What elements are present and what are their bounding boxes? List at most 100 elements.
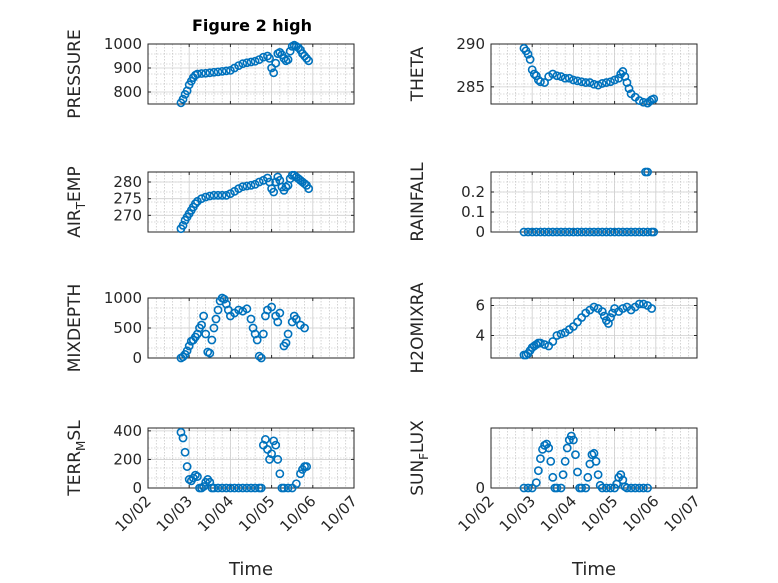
data-point <box>246 483 256 493</box>
data-point <box>234 483 244 493</box>
data-point <box>569 435 578 445</box>
y-tick-label: 900 <box>113 59 142 77</box>
data-point <box>548 337 558 346</box>
data-point <box>269 68 279 78</box>
y-tick-label: 285 <box>456 78 485 96</box>
data-point <box>548 472 558 482</box>
data-point <box>242 304 252 314</box>
data-point <box>199 311 209 321</box>
x-axis-label: Time <box>228 559 273 580</box>
data-point <box>265 455 274 464</box>
data-point <box>242 181 252 191</box>
data-point <box>548 227 558 237</box>
data-point <box>597 79 607 88</box>
y-tick-label: 0.2 <box>461 183 485 201</box>
data-point <box>556 227 566 237</box>
data-point <box>577 227 587 237</box>
data-point <box>258 329 268 339</box>
data-point <box>536 454 545 464</box>
data-point <box>544 227 554 237</box>
data-point <box>242 58 252 68</box>
data-point <box>552 227 562 237</box>
data-point <box>589 302 599 312</box>
x-tick-label: 10/07 <box>661 492 704 535</box>
y-axis-label: RAINFALL <box>408 162 428 242</box>
data-point <box>616 470 626 480</box>
data-point <box>626 227 636 237</box>
data-point <box>643 227 652 237</box>
series-markers <box>519 431 652 493</box>
data-point <box>300 323 309 333</box>
data-point <box>225 483 235 493</box>
data-point <box>302 54 312 63</box>
y-tick-label: 800 <box>113 83 142 101</box>
data-point <box>213 190 223 200</box>
data-point <box>573 467 582 477</box>
data-point <box>536 77 545 87</box>
data-point <box>271 177 281 187</box>
series-markers <box>519 43 659 108</box>
data-point <box>279 54 289 63</box>
y-tick-label: 275 <box>113 190 142 208</box>
data-point <box>213 67 223 77</box>
data-point <box>197 320 206 330</box>
data-point <box>589 448 599 458</box>
data-point <box>581 483 591 493</box>
data-point <box>647 304 657 313</box>
data-point <box>649 227 659 237</box>
data-point <box>238 182 248 192</box>
data-point <box>630 483 640 493</box>
data-point <box>221 483 231 493</box>
data-point <box>176 427 186 437</box>
data-point <box>190 199 200 209</box>
x-tick-label: 10/06 <box>276 492 319 535</box>
data-point <box>626 483 636 493</box>
data-point <box>585 78 595 87</box>
y-axis-label: H2OMIXRA <box>408 282 428 373</box>
data-point <box>265 54 274 63</box>
data-point <box>193 69 202 79</box>
data-point <box>275 308 285 318</box>
data-point <box>193 472 202 481</box>
data-point <box>219 294 229 304</box>
data-point <box>560 227 570 237</box>
data-point <box>527 227 537 237</box>
data-point <box>184 341 194 351</box>
data-point <box>569 75 578 85</box>
data-point <box>209 190 219 200</box>
data-point <box>246 180 256 190</box>
y-axis-label: PRESSURE <box>65 29 85 118</box>
data-point <box>533 466 543 476</box>
data-point <box>581 227 591 237</box>
x-tick-label: 10/03 <box>496 492 539 535</box>
data-point <box>597 307 607 316</box>
data-point <box>525 55 535 64</box>
data-point <box>531 340 541 349</box>
data-point <box>540 78 549 87</box>
data-point <box>571 450 580 460</box>
data-point <box>283 55 293 64</box>
data-point <box>546 456 556 466</box>
data-point <box>634 483 644 493</box>
data-point <box>217 483 227 493</box>
data-point <box>238 59 248 69</box>
data-point <box>589 79 599 89</box>
axes-frame <box>490 427 698 489</box>
data-point <box>263 51 272 61</box>
data-point <box>182 346 192 356</box>
data-point <box>205 477 215 487</box>
data-point <box>560 73 570 83</box>
axes-frame <box>490 297 698 359</box>
data-point <box>242 483 252 493</box>
data-point <box>630 227 640 237</box>
data-point <box>562 443 572 453</box>
data-point <box>254 177 264 187</box>
data-point <box>234 305 244 315</box>
data-point <box>211 314 221 324</box>
data-point <box>197 194 206 204</box>
data-point <box>250 56 260 66</box>
y-tick-label: 1000 <box>104 35 142 53</box>
